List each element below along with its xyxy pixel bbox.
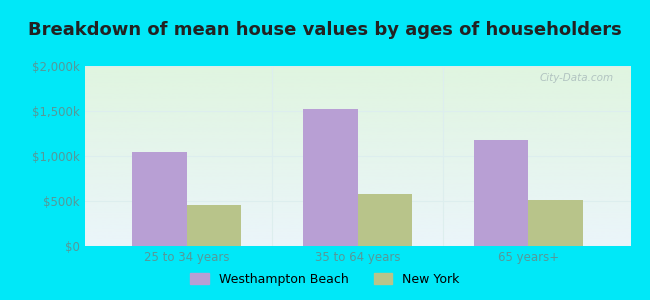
Bar xyxy=(473,140,528,246)
Bar xyxy=(528,200,583,246)
Bar xyxy=(303,109,358,246)
Bar xyxy=(187,205,242,246)
Bar xyxy=(133,152,187,246)
Text: City-Data.com: City-Data.com xyxy=(540,73,614,83)
Text: Breakdown of mean house values by ages of householders: Breakdown of mean house values by ages o… xyxy=(28,21,622,39)
Bar xyxy=(358,194,412,246)
Legend: Westhampton Beach, New York: Westhampton Beach, New York xyxy=(185,268,465,291)
